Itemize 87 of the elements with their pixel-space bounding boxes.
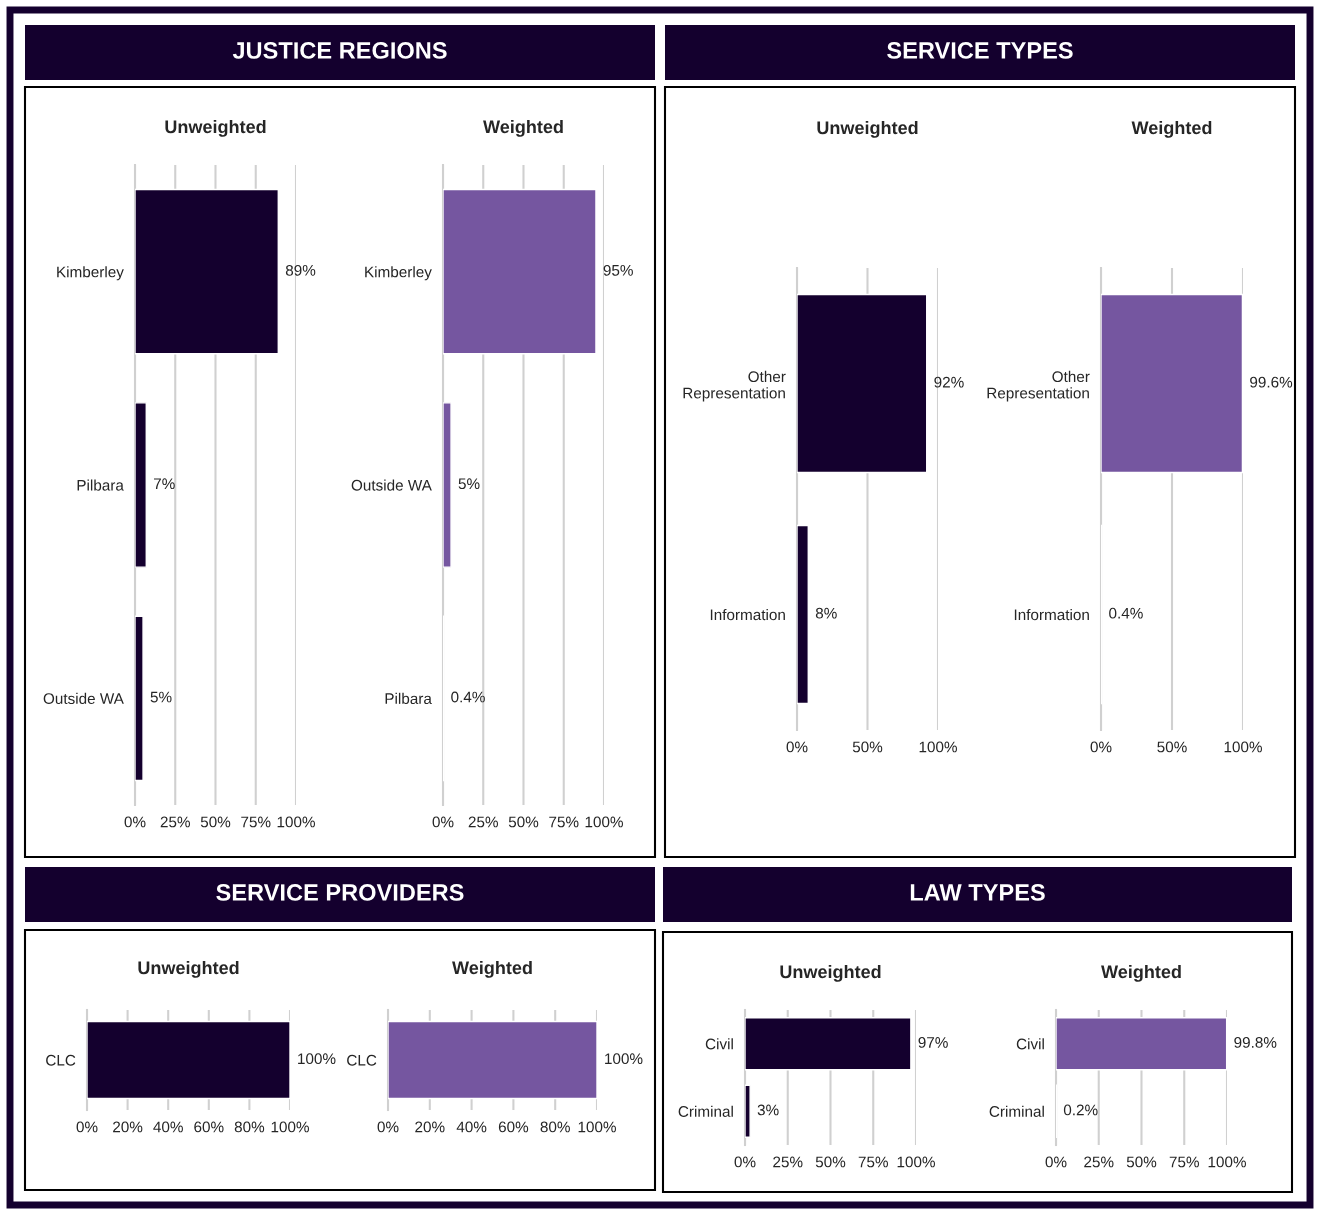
x-tick-label: 0% xyxy=(432,816,454,828)
data-label: 89% xyxy=(285,264,316,276)
x-tick-label: 20% xyxy=(415,1121,445,1133)
data-label: 92% xyxy=(934,376,964,388)
y-tick-label: Other Representation xyxy=(683,370,786,402)
data-label: 7% xyxy=(154,478,175,490)
x-tick-label: 75% xyxy=(858,1156,888,1168)
y-tick-label: Information xyxy=(1014,608,1089,621)
x-tick-label: 0% xyxy=(124,816,146,828)
y-tick-label: Information xyxy=(710,608,785,621)
x-tick-label: 20% xyxy=(113,1121,143,1133)
x-tick-label: 100% xyxy=(1208,1156,1246,1168)
bar xyxy=(135,615,144,782)
y-tick-label: Civil xyxy=(705,1038,733,1050)
x-tick-label: 25% xyxy=(160,816,190,828)
x-tick-label: 100% xyxy=(897,1156,935,1168)
chart-title: Unweighted xyxy=(138,960,239,978)
x-tick-label: 25% xyxy=(468,816,498,828)
chart-title: Weighted xyxy=(483,119,563,137)
x-tick-label: 100% xyxy=(919,741,957,753)
data-label: 99.6% xyxy=(1250,376,1293,388)
x-tick-label: 50% xyxy=(852,741,883,753)
data-label: 99.8% xyxy=(1234,1037,1277,1048)
chart-title: Unweighted xyxy=(817,120,918,138)
data-label: 8% xyxy=(815,607,837,619)
x-tick-label: 40% xyxy=(153,1121,183,1133)
chart-title: Weighted xyxy=(452,960,532,978)
text: JUSTICE REGIONS xyxy=(232,42,447,59)
x-tick-label: 40% xyxy=(456,1121,487,1133)
x-tick-label: 75% xyxy=(1169,1156,1199,1168)
y-tick-label: Outside WA xyxy=(43,692,124,705)
x-tick-label: 60% xyxy=(498,1121,529,1133)
x-tick-label: 0% xyxy=(1090,741,1112,753)
x-tick-label: 100% xyxy=(1224,741,1262,753)
text: SERVICE TYPES xyxy=(887,42,1073,59)
bar xyxy=(443,402,452,568)
bar xyxy=(135,188,279,355)
chart-title: Weighted xyxy=(1131,120,1212,138)
y-tick-label: Criminal xyxy=(989,1105,1044,1117)
bar xyxy=(443,188,597,355)
data-label: 95% xyxy=(603,264,633,276)
x-tick-label: 100% xyxy=(585,816,623,828)
data-label: 100% xyxy=(298,1053,336,1065)
x-tick-label: 25% xyxy=(773,1156,803,1168)
y-tick-label: Kimberley xyxy=(365,266,432,281)
y-tick-label: CLC xyxy=(46,1054,76,1066)
x-tick-label: 75% xyxy=(549,816,579,828)
y-tick-label: Pilbara xyxy=(385,692,432,705)
chart-title: Unweighted xyxy=(165,119,266,137)
x-tick-label: 100% xyxy=(277,816,315,828)
bar xyxy=(135,402,147,568)
x-tick-label: 100% xyxy=(578,1121,616,1133)
x-tick-label: 50% xyxy=(508,816,539,828)
data-label: 100% xyxy=(605,1053,643,1065)
x-tick-label: 100% xyxy=(271,1121,309,1133)
x-tick-label: 50% xyxy=(1157,741,1187,753)
y-tick-label: Criminal xyxy=(678,1105,733,1117)
x-tick-label: 75% xyxy=(241,816,271,828)
y-tick-label: Kimberley xyxy=(57,266,124,281)
x-tick-label: 25% xyxy=(1084,1156,1114,1168)
x-tick-label: 50% xyxy=(200,816,231,828)
y-tick-label: Outside WA xyxy=(351,479,432,491)
data-label: 0.4% xyxy=(1109,607,1143,619)
data-label: 0.2% xyxy=(1063,1104,1098,1116)
x-tick-label: 0% xyxy=(377,1121,399,1133)
data-label: 0.4% xyxy=(451,691,485,703)
x-tick-label: 0% xyxy=(786,741,808,753)
text: SERVICE PROVIDERS xyxy=(216,884,464,901)
chart-title: Unweighted xyxy=(780,964,881,982)
chart-title: Weighted xyxy=(1101,964,1181,982)
x-tick-label: 50% xyxy=(1126,1156,1157,1168)
data-label: 97% xyxy=(918,1037,948,1048)
data-label: 5% xyxy=(150,691,172,703)
y-tick-label: Pilbara xyxy=(77,479,124,491)
x-tick-label: 80% xyxy=(234,1121,265,1133)
text: LAW TYPES xyxy=(910,884,1045,901)
y-tick-label: Other Representation xyxy=(987,370,1090,402)
x-tick-label: 80% xyxy=(540,1121,570,1133)
x-tick-label: 50% xyxy=(815,1156,846,1168)
x-tick-label: 0% xyxy=(76,1121,98,1133)
data-label: 5% xyxy=(458,478,480,490)
x-tick-label: 0% xyxy=(1045,1156,1067,1168)
y-tick-label: Civil xyxy=(1016,1038,1044,1050)
data-label: 3% xyxy=(757,1104,779,1116)
x-tick-label: 0% xyxy=(734,1156,756,1168)
y-tick-label: CLC xyxy=(347,1054,377,1066)
x-tick-label: 60% xyxy=(194,1121,224,1133)
